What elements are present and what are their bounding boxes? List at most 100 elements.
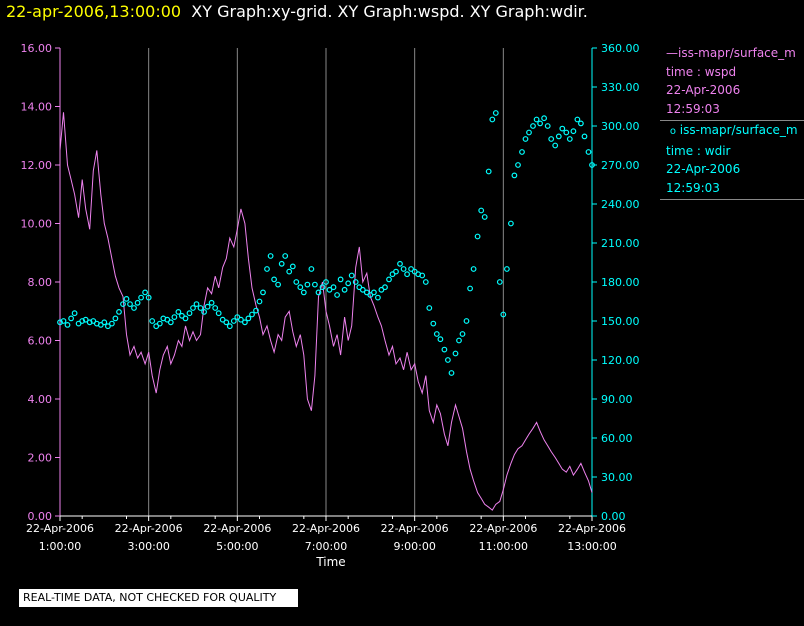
series-wdir-point: [278, 260, 285, 267]
series-wdir-point: [112, 315, 119, 322]
series-wdir-point: [508, 220, 514, 227]
series-wdir-point: [378, 286, 385, 293]
header-graph-list: XY Graph:xy-grid. XY Graph:wspd. XY Grap…: [191, 2, 588, 21]
header-timestamp: 22-apr-2006,13:00:00: [6, 2, 182, 21]
series-wdir-point: [212, 305, 219, 311]
y-right-tick-label: 180.00: [601, 276, 640, 289]
x-axis-label: Time: [315, 555, 345, 569]
y-left-tick-label: 0.00: [28, 510, 53, 523]
series-wdir-point: [123, 296, 130, 302]
series-wdir-point: [197, 305, 204, 311]
series-wdir-point: [186, 310, 193, 317]
y-left-tick-label: 6.00: [28, 335, 53, 348]
series-wdir-point: [337, 276, 344, 283]
series-wdir-point: [308, 266, 315, 272]
series-wdir-point: [552, 142, 559, 149]
series-wdir-point: [382, 284, 388, 291]
y-right-tick-label: 0.00: [601, 510, 626, 523]
y-left-tick-label: 10.00: [21, 218, 53, 231]
series-wdir-point: [127, 301, 133, 308]
series-wdir-point: [204, 303, 211, 310]
series-wdir-point: [563, 129, 570, 136]
series-wdir-point: [71, 310, 78, 317]
series-wdir-point: [341, 286, 348, 293]
series-wdir-point: [264, 266, 270, 272]
series-wdir-point: [116, 309, 122, 315]
series-wdir-point: [241, 319, 248, 326]
series-wdir-point: [348, 272, 355, 279]
series-wdir-point: [171, 314, 178, 321]
series-wdir-point: [478, 207, 485, 214]
series-wdir-point: [345, 280, 352, 287]
x-tick-date: 22-Apr-2006: [115, 522, 183, 535]
grid-lines: [148, 48, 504, 516]
series-wdir-point: [463, 318, 470, 324]
series-wdir-point: [330, 284, 337, 291]
series-wdir-point: [589, 162, 595, 168]
legend-wspd-field: time : wspd: [666, 64, 737, 79]
y-left-tick-label: 4.00: [28, 393, 53, 406]
series-wdir-point: [178, 312, 185, 319]
y-right-tick-label: 210.00: [601, 237, 640, 250]
legend-wdir-time: 12:59:03: [666, 180, 720, 195]
series-wdir-point: [574, 116, 581, 123]
series-wdir-point: [153, 323, 160, 330]
series-wdir-point: [496, 279, 503, 285]
series-wdir-point: [156, 320, 163, 327]
series-wdir-point: [386, 276, 392, 283]
chart-header: 22-apr-2006,13:00:00 XY Graph:xy-grid. X…: [6, 0, 588, 24]
y-left-tick-label: 2.00: [28, 452, 53, 465]
series-wdir-point: [230, 318, 237, 324]
series-wdir-point: [293, 279, 300, 285]
series-wdir-point: [375, 294, 381, 301]
series-wdir-point: [138, 294, 145, 301]
series-wdir-point: [190, 305, 196, 311]
series-wdir-point: [445, 357, 451, 363]
x-tick-time: 3:00:00: [127, 540, 169, 553]
y-left-tick-label: 12.00: [21, 159, 53, 172]
y-left-tick-label: 16.00: [21, 42, 53, 55]
series-wdir-point: [437, 336, 444, 343]
series-wdir-point: [426, 305, 433, 311]
series-wdir-point: [286, 268, 293, 275]
legend-wdir-field: time : wdir: [666, 143, 731, 158]
series-wdir-point: [304, 281, 311, 288]
x-tick-time: 1:00:00: [39, 540, 81, 553]
series-wdir-point: [237, 316, 244, 323]
series-wdir-point: [419, 272, 426, 279]
y-right-tick-label: 270.00: [601, 159, 640, 172]
series-wdir-point: [492, 110, 499, 116]
series-wdir-point: [433, 331, 440, 337]
series-wdir-point: [82, 316, 89, 323]
series-wdir-point: [79, 318, 86, 324]
series-wspd-line: [59, 112, 593, 511]
series-wdir-point: [260, 289, 266, 296]
y-right-tick-label: 360.00: [601, 42, 640, 55]
series-wdir-point: [371, 289, 377, 296]
series-wdir-point: [215, 310, 222, 317]
series-wdir-point: [267, 253, 274, 259]
series-wdir-point: [120, 301, 126, 308]
x-tick-date: 22-Apr-2006: [203, 522, 271, 535]
series-wdir-point: [57, 319, 63, 326]
y-right-tick-label: 90.00: [601, 393, 633, 406]
legend: —iss-mapr/surface_m time : wspd 22-Apr-2…: [660, 44, 804, 200]
series-wdir-point: [570, 128, 577, 135]
series-wdir-point: [226, 323, 233, 330]
series-wdir-point: [256, 298, 263, 305]
series-wdir-point: [585, 149, 592, 155]
series-wdir-point: [459, 331, 466, 337]
x-tick-date: 22-Apr-2006: [26, 522, 94, 535]
series-wdir-point: [541, 115, 547, 122]
quality-disclaimer: REAL-TIME DATA, NOT CHECKED FOR QUALITY: [19, 589, 298, 607]
series-wdir-point: [359, 286, 366, 293]
series-wdir-point: [467, 285, 474, 292]
x-tick-date: 22-Apr-2006: [558, 522, 626, 535]
series-wdir-point: [75, 320, 82, 327]
y-left-tick-label: 14.00: [21, 101, 53, 114]
series-wdir-point: [422, 279, 429, 285]
series-wdir-point: [315, 289, 322, 296]
series-wdir-point: [393, 268, 399, 275]
series-wdir-point: [489, 116, 496, 123]
series-wdir-point: [271, 276, 278, 283]
